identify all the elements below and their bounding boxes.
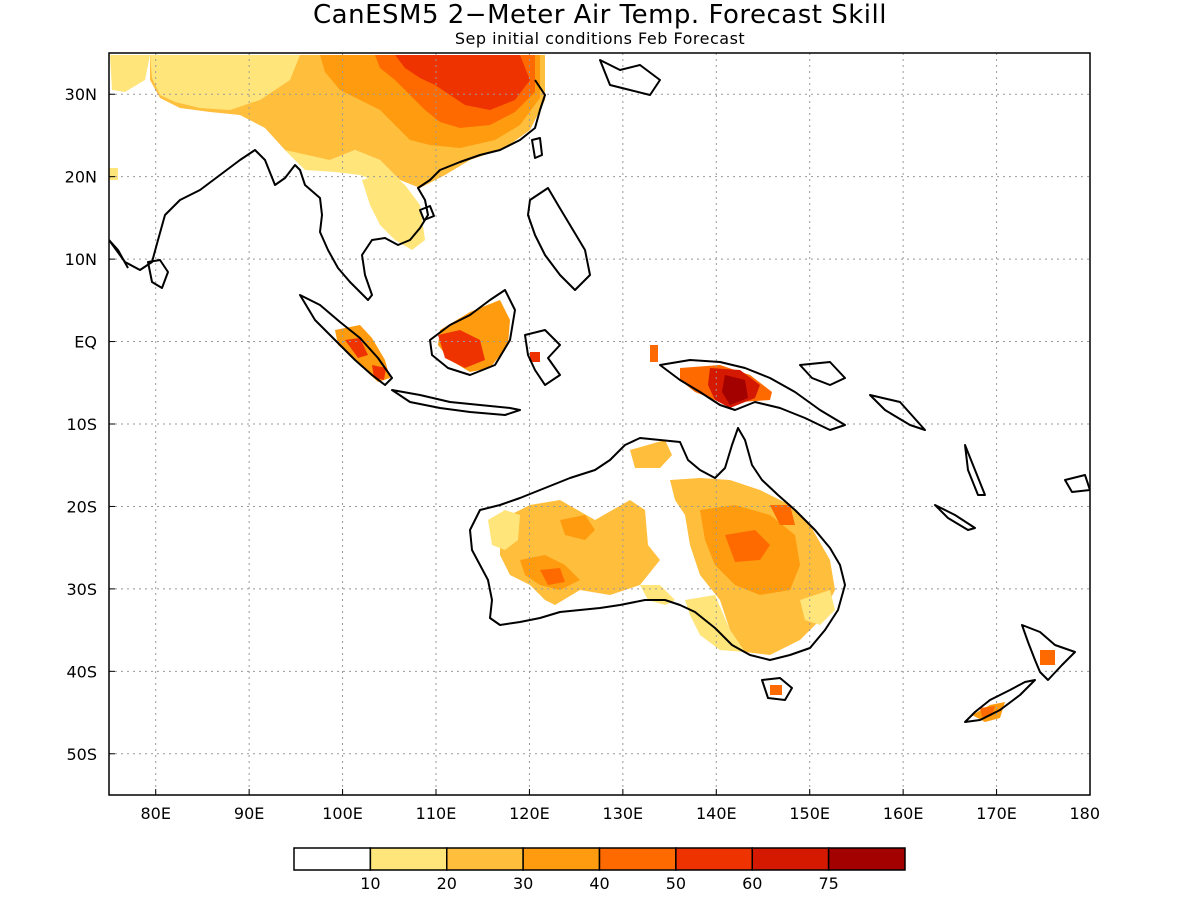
skill-region-australia-east-dark (725, 505, 795, 562)
coast-new-caledonia (934, 504, 976, 531)
colorbar-swatch (446, 847, 524, 871)
skill-region-australia-west-dark (540, 568, 565, 585)
coast-india-tip (109, 239, 129, 269)
skill-region-new-guinea-core (722, 375, 748, 405)
coast-nz-south (964, 679, 1036, 723)
skill-region-borneo-red (438, 330, 485, 368)
coast-borneo (429, 289, 516, 376)
skill-region-australia-north (630, 440, 672, 468)
lon-tick-label: 130E (603, 804, 644, 823)
lat-tick-label: 20S (66, 497, 97, 516)
lon-tick-label: 160E (883, 804, 924, 823)
coast-sumatra (299, 294, 393, 386)
lon-tick-label: 140E (696, 804, 737, 823)
lon-tick-label: 150E (789, 804, 830, 823)
map-frame (108, 52, 1091, 796)
colorbar-swatch (293, 847, 372, 871)
colorbar-swatch (675, 847, 753, 871)
colorbar-swatch (369, 847, 448, 871)
colorbar-label: 50 (666, 874, 686, 893)
colorbar-swatch (598, 847, 677, 871)
coast-taiwan (531, 137, 543, 159)
skill-region-india-edge (109, 168, 118, 180)
coast-asia-mainland (109, 79, 546, 301)
coast-philippines (527, 187, 591, 291)
skill-region-nz-north (1040, 650, 1055, 665)
colorbar-label: 30 (513, 874, 533, 893)
lat-tick-label: EQ (74, 333, 97, 352)
coast-fiji (1064, 474, 1090, 493)
skill-region-china-light (150, 55, 400, 185)
lat-tick-label: 10N (65, 250, 97, 269)
skill-region-tasmania (770, 685, 782, 695)
skill-region-australia-west-orange (520, 515, 595, 590)
colorbar-swatch (827, 847, 906, 871)
skill-region-china-red (395, 55, 530, 110)
skill-region-sulawesi (530, 352, 540, 362)
skill-region-moluccas (650, 345, 658, 362)
coast-vanuatu (964, 444, 986, 496)
coast-new-guinea (659, 359, 846, 431)
colorbar-legend: 10 20 30 40 50 60 75 (293, 847, 906, 893)
coast-sri-lanka (147, 259, 169, 289)
coast-japan (599, 59, 661, 96)
lon-tick-label: 120E (509, 804, 550, 823)
figure-subtitle: Sep initial conditions Feb Forecast (454, 29, 746, 48)
lat-tick-label: 10S (66, 415, 97, 434)
skill-region-australia-west-light (488, 510, 675, 605)
colorbar-label: 75 (818, 874, 838, 893)
lat-tick-label: 30N (65, 85, 97, 104)
coast-hainan (419, 205, 435, 221)
longitude-axis-labels: 80E 90E 100E 110E 120E 130E 140E 150E 160E 170E 18… (140, 789, 1100, 823)
lon-tick-label: 80E (140, 804, 170, 823)
colorbar-label: 60 (742, 874, 762, 893)
coast-australia (469, 427, 846, 661)
lon-tick-label: 170E (976, 804, 1017, 823)
colorbar-swatch (751, 847, 830, 871)
colorbar-label: 20 (437, 874, 457, 893)
colorbar-label: 10 (360, 874, 380, 893)
coastlines (109, 59, 1090, 723)
lat-tick-label: 40S (66, 662, 97, 681)
lon-tick-label: 180 (1069, 804, 1100, 823)
skill-region-sumatra-red (345, 338, 386, 380)
latitude-axis-labels: 30N 20N 10N EQ 10S 20S 30S 40S 50S (65, 85, 115, 764)
skill-region-indochina (362, 172, 425, 250)
lat-tick-label: 30S (66, 580, 97, 599)
coast-solomons (869, 394, 926, 431)
coast-sulawesi (524, 329, 561, 386)
lon-tick-label: 110E (416, 804, 457, 823)
skill-shading-layer (109, 55, 1055, 722)
skill-region-mongolia-edge (110, 55, 150, 92)
figure-title: CanESM5 2−Meter Air Temp. Forecast Skill (313, 0, 887, 30)
lat-tick-label: 50S (66, 745, 97, 764)
coast-java (391, 389, 521, 416)
colorbar-label: 40 (589, 874, 609, 893)
lat-tick-label: 20N (65, 168, 97, 187)
lon-tick-label: 90E (234, 804, 264, 823)
lon-tick-label: 100E (322, 804, 363, 823)
coast-nz-north (1021, 624, 1076, 681)
lat-lon-grid (109, 53, 1090, 795)
colorbar-swatch (522, 847, 601, 871)
coast-tasmania (761, 677, 793, 701)
coast-bismarck (799, 361, 846, 386)
